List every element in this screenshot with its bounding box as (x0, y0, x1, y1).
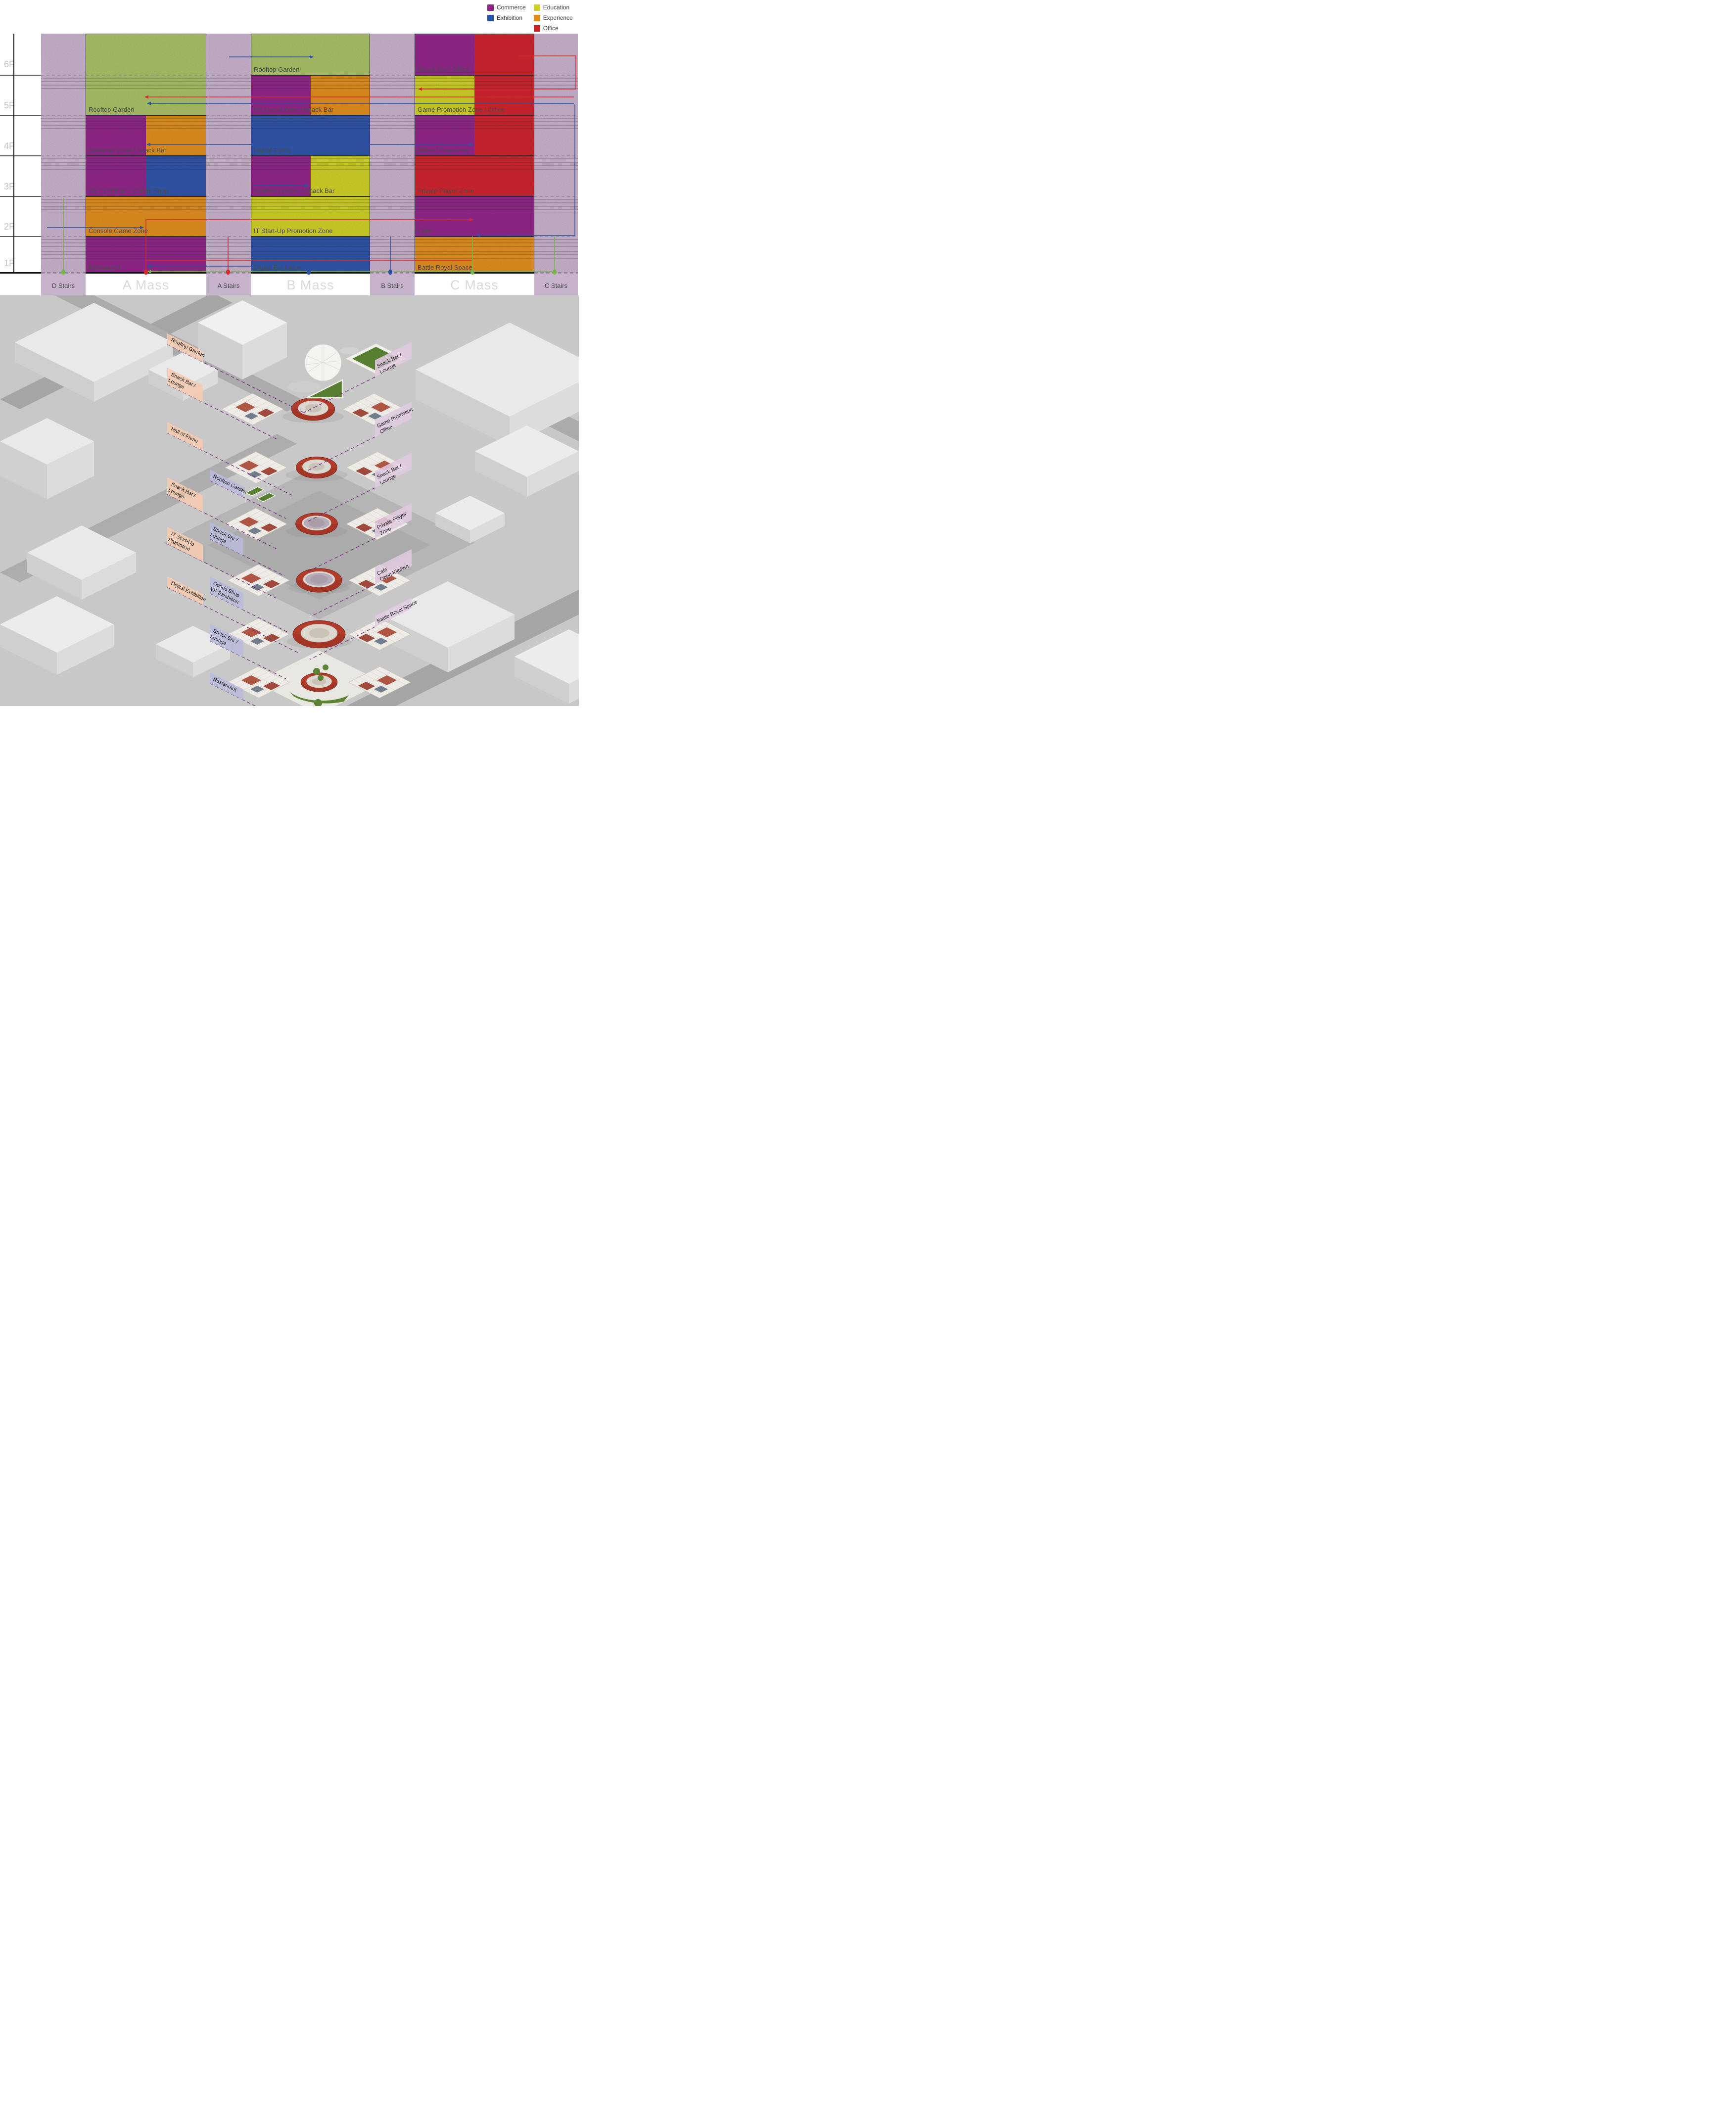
block-label: IT Start-Up Promotion Zone (254, 227, 333, 235)
presentation-board: Commerce Exhibition Education Experience… (0, 0, 579, 706)
education-green-zone (86, 34, 206, 115)
block-label: Digital Exhibition (254, 264, 302, 271)
block-c-4f: Office / Snack Bar (415, 115, 534, 156)
block-a-rooftop-garden: Rooftop Garden (86, 34, 206, 115)
label-leader-lines (167, 344, 375, 706)
legend-col-2: Education Experience Office (533, 4, 573, 32)
garden-triangle (306, 378, 343, 399)
dome-facets (305, 344, 341, 381)
block-label: Hall of Fame (254, 146, 290, 154)
c-mass-label: C Mass (450, 278, 499, 292)
a-stairs-label: A Stairs (217, 282, 240, 289)
b-stairs-label: B Stairs (381, 282, 404, 289)
exploded-axonometric: Rooftop Garden Snack Bar / Lounge Hall o… (0, 295, 579, 706)
floor-axis-4f: 4F (4, 141, 15, 151)
column-b-mass: Rooftop Garden PC Game Zone / Snack Bar … (251, 34, 370, 273)
block-c-1f: Battle Royal Space (415, 236, 534, 273)
block-label: Private Player Zone (418, 187, 474, 194)
floor-tick-lines (0, 75, 41, 237)
legend-label: Exhibition (497, 14, 523, 21)
d-stairs-label: D Stairs (51, 282, 75, 289)
office-swatch-icon (533, 25, 540, 32)
axon-label-snackbar-lounge-right-2: Snack Bar / Lounge (375, 453, 412, 488)
block-b-3f: Academy Room / Snack Bar (251, 156, 370, 196)
office-zone (474, 116, 534, 155)
block-c-5f: Game Promotion Zone / Office (415, 75, 534, 115)
block-b-4f: Hall of Fame (251, 115, 370, 156)
floor-6 (221, 393, 405, 425)
block-b-5f: PC Game Zone / Snack Bar (251, 75, 370, 115)
legend-item-education: Education (533, 4, 573, 11)
legend-item-exhibition: Exhibition (487, 14, 526, 21)
a-mass-label: A Mass (122, 278, 170, 292)
exhibition-swatch-icon (487, 14, 494, 21)
commerce-swatch-icon (487, 4, 494, 11)
block-label: Office / Snack Bar (418, 146, 469, 154)
floor-5-hall-of-fame (225, 451, 409, 502)
floor-axis-2f: 2F (4, 222, 15, 232)
block-label: Restaurant (89, 264, 120, 271)
floor-axis-3f: 3F (4, 182, 15, 191)
floor-axis-6f: 6F (4, 59, 15, 69)
column-b-stairs: B Stairs (370, 34, 415, 295)
floor-3 (227, 564, 411, 597)
floor-axis-1f: 1F (4, 258, 15, 268)
experience-swatch-icon (533, 14, 540, 21)
block-a-2f: Console Game Zone (86, 196, 206, 236)
block-a-1f: Restaurant (86, 236, 206, 273)
floor-1-plaza (227, 650, 411, 706)
floor-2 (227, 618, 411, 651)
block-b-6f: Rooftop Garden (251, 34, 370, 75)
block-a-4f: Streamer Zone / Snack Bar (86, 115, 206, 156)
column-a-stairs: A Stairs (206, 34, 251, 295)
legend-label: Office (543, 25, 559, 32)
legend-item-experience: Experience (533, 14, 573, 21)
legend-label: Education (543, 4, 570, 11)
block-c-2f: Cafe (415, 196, 534, 236)
block-a-3f: VR Exhibition / Goods Shop (86, 156, 206, 196)
block-label: PC Game Zone / Snack Bar (254, 106, 334, 113)
legend-label: Experience (543, 14, 573, 21)
block-b-2f: IT Start-Up Promotion Zone (251, 196, 370, 236)
column-c-stairs: C Stairs (534, 34, 578, 295)
legend-item-office: Office (533, 25, 573, 32)
garden-patch (256, 492, 276, 502)
block-label: Battle Royal Space (418, 264, 472, 271)
block-label: Console Game Zone (89, 227, 148, 235)
legend-label: Commerce (497, 4, 526, 11)
block-label: Cafe (418, 227, 431, 235)
city-blocks (0, 300, 579, 704)
block-c-3f: Private Player Zone (415, 156, 534, 196)
legend-col-1: Commerce Exhibition (487, 4, 526, 32)
office-zone (474, 34, 534, 75)
cloud (287, 381, 321, 392)
garden-patch (245, 486, 265, 496)
block-c-6f: Snack Bar / Office (415, 34, 534, 75)
block-label: Streamer Zone / Snack Bar (89, 146, 167, 154)
floor-axis-5f: 5F (4, 100, 15, 110)
block-label: VR Exhibition / Goods Shop (89, 187, 169, 194)
block-label: Academy Room / Snack Bar (254, 187, 335, 194)
block-label: Snack Bar / Office (418, 66, 469, 73)
education-swatch-icon (533, 4, 540, 11)
b-mass-label: B Mass (286, 278, 334, 292)
legend: Commerce Exhibition Education Experience… (487, 4, 573, 32)
block-label: Rooftop Garden (254, 66, 300, 73)
block-label: Rooftop Garden (89, 106, 135, 113)
c-stairs-label: C Stairs (544, 282, 568, 289)
block-b-1f: Digital Exhibition (251, 236, 370, 273)
block-label: Game Promotion Zone / Office (418, 106, 505, 113)
column-d-stairs: D Stairs (41, 34, 86, 295)
commerce-zone (415, 197, 534, 236)
column-a-mass: Rooftop Garden Streamer Zone / Snack Bar… (86, 34, 206, 273)
legend-item-commerce: Commerce (487, 4, 526, 11)
column-c-mass: Snack Bar / Office Game Promotion Zone /… (415, 34, 534, 273)
cloud (339, 347, 359, 354)
